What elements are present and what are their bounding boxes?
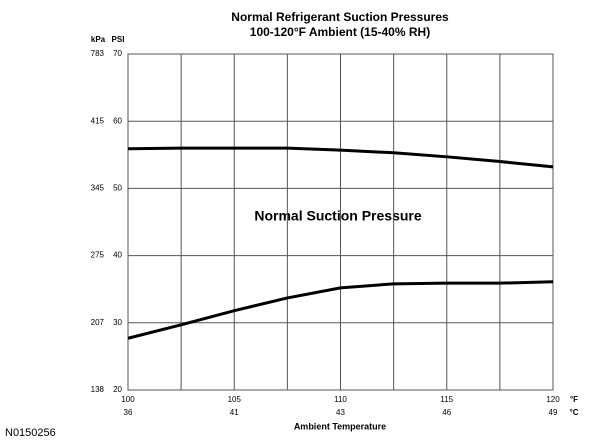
x-tick-label: 115 [440, 395, 453, 404]
x2-tick-label: 41 [230, 408, 239, 417]
y-tick-label: 50 [113, 184, 122, 193]
y2-unit: kPa [91, 35, 106, 44]
figure-id: N0150256 [5, 427, 56, 439]
y-tick-label: 40 [113, 251, 122, 260]
y2-tick-label: 275 [91, 251, 105, 260]
chart-title: Normal Refrigerant Suction Pressures [231, 10, 449, 24]
x2-tick-label: 49 [549, 408, 558, 417]
y-tick-label: 20 [113, 385, 122, 394]
x-tick-label: 105 [228, 395, 242, 404]
y2-tick-label: 783 [91, 49, 105, 58]
x2-tick-label: 43 [336, 408, 345, 417]
x-tick-label: 120 [546, 395, 560, 404]
x2-tick-label: 36 [124, 408, 133, 417]
x2-unit: °C [570, 408, 579, 417]
line-series [127, 280, 554, 340]
x-tick-label: 100 [121, 395, 135, 404]
y2-tick-label: 345 [91, 184, 105, 193]
annotation: Normal Suction Pressure [254, 208, 421, 224]
line-series [127, 146, 554, 169]
x-axis-label: Ambient Temperature [294, 421, 386, 431]
y-tick-label: 70 [113, 49, 122, 58]
y-tick-label: 30 [113, 318, 122, 327]
y2-tick-label: 207 [91, 318, 105, 327]
y-unit: PSI [112, 35, 125, 44]
y2-tick-label: 415 [91, 116, 105, 125]
chart-subtitle: 100-120°F Ambient (15-40% RH) [250, 25, 430, 39]
x-unit: °F [570, 395, 578, 404]
y-tick-label: 60 [113, 116, 122, 125]
y2-tick-label: 138 [91, 385, 105, 394]
x-tick-label: 110 [334, 395, 347, 404]
x2-tick-label: 46 [442, 408, 451, 417]
